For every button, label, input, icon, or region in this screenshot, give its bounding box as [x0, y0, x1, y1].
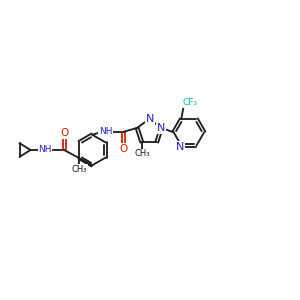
- Text: CH₃: CH₃: [71, 165, 87, 174]
- Text: O: O: [60, 128, 68, 138]
- Text: CF₃: CF₃: [182, 98, 197, 107]
- Text: CH₃: CH₃: [134, 149, 149, 158]
- Text: NH: NH: [99, 127, 112, 136]
- Text: NH: NH: [38, 146, 52, 154]
- Circle shape: [146, 116, 152, 122]
- Circle shape: [158, 125, 164, 131]
- Text: O: O: [119, 144, 128, 154]
- Text: N: N: [157, 123, 165, 133]
- Text: N: N: [146, 114, 154, 124]
- Text: N: N: [176, 142, 184, 152]
